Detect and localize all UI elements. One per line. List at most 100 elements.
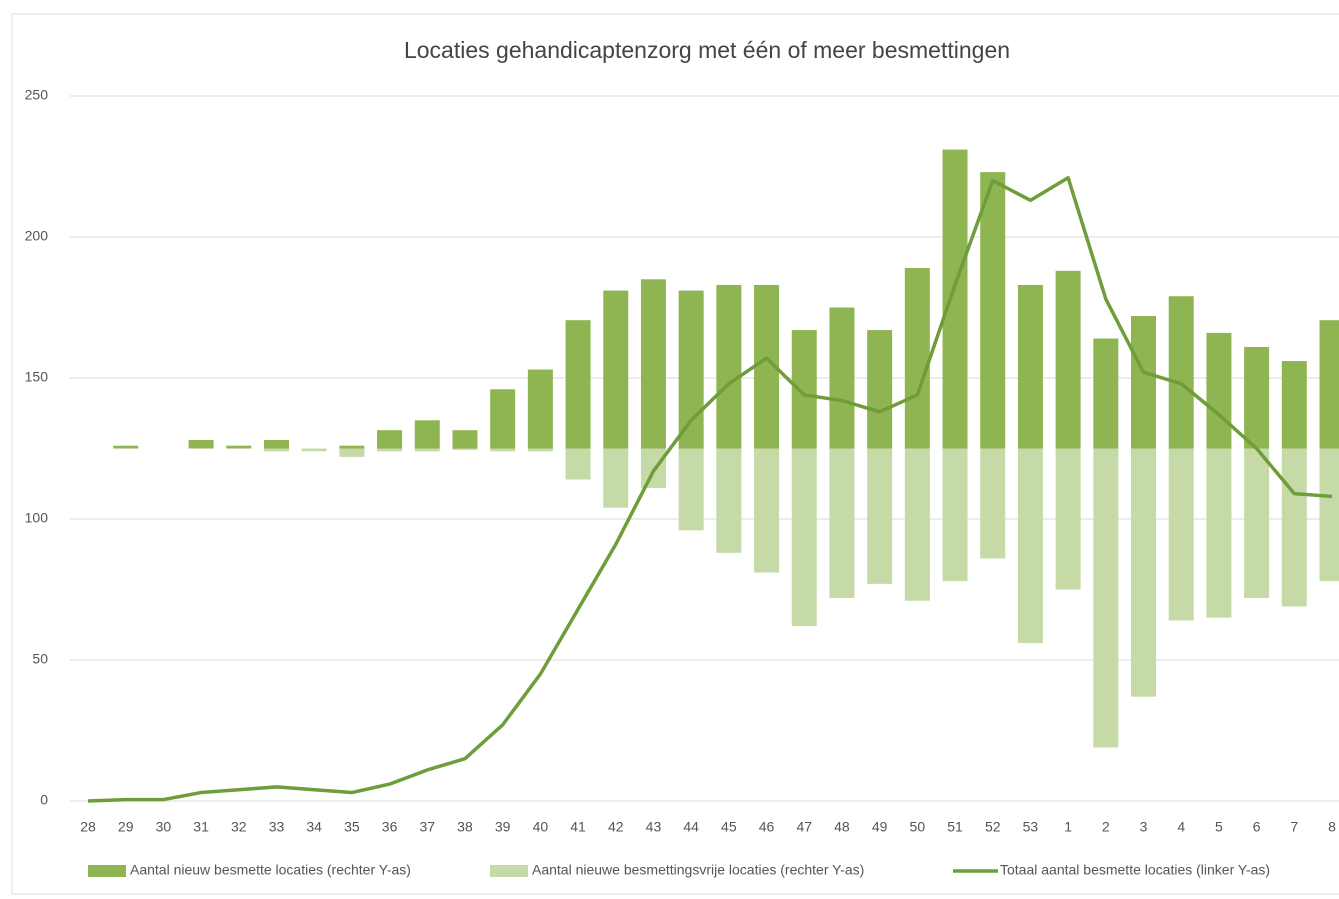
x-tick-label: 2 [1102, 819, 1110, 835]
bar [754, 448, 780, 573]
bar [829, 448, 855, 598]
x-tick-label: 8 [1328, 819, 1336, 835]
x-tick-label: 43 [646, 819, 662, 835]
x-tick-label: 42 [608, 819, 624, 835]
line [87, 176, 1333, 803]
bar [565, 320, 591, 449]
bar [1206, 332, 1232, 449]
x-tick-label: 53 [1023, 819, 1039, 835]
y-tick-label: 0 [40, 792, 48, 808]
bar [603, 448, 629, 508]
bar [640, 279, 666, 449]
bar [867, 448, 893, 584]
x-tick-label: 1 [1064, 819, 1072, 835]
bar [867, 330, 893, 449]
bar [1281, 448, 1307, 607]
x-tick-label: 50 [910, 819, 926, 835]
chart-frame [11, 13, 1339, 895]
bar [1131, 315, 1157, 449]
x-tick-label: 34 [306, 819, 322, 835]
bar [791, 330, 817, 449]
bar [1319, 448, 1339, 582]
bar [1319, 320, 1339, 449]
x-tick-label: 40 [533, 819, 549, 835]
bar [377, 430, 403, 449]
x-tick-label: 46 [759, 819, 775, 835]
bar [490, 448, 516, 452]
bar [1281, 361, 1307, 449]
bar [1206, 448, 1232, 618]
bar [1093, 338, 1119, 449]
x-tick-label: 51 [947, 819, 963, 835]
legend-label: Aantal nieuwe besmettingsvrije locaties … [532, 862, 864, 878]
x-tick-label: 6 [1253, 819, 1261, 835]
bar [1168, 296, 1194, 449]
y-tick-label: 200 [25, 228, 49, 244]
bar [339, 448, 365, 457]
bar [452, 448, 478, 450]
bar [339, 445, 365, 449]
bar [980, 172, 1006, 449]
bar [829, 307, 855, 449]
bar [1244, 346, 1270, 449]
bar [1244, 448, 1270, 598]
x-tick-label: 44 [683, 819, 699, 835]
x-tick-label: 5 [1215, 819, 1223, 835]
x-tick-label: 29 [118, 819, 134, 835]
chart-title: Locaties gehandicaptenzorg met één of me… [404, 37, 1010, 63]
legend-label: Aantal nieuw besmette locaties (rechter … [130, 862, 411, 878]
bar [678, 290, 704, 449]
bar [716, 448, 742, 553]
bar [263, 448, 289, 452]
x-tick-label: 7 [1290, 819, 1298, 835]
x-tick-label: 38 [457, 819, 473, 835]
bar [603, 290, 629, 449]
bar [490, 389, 516, 449]
x-tick-label: 48 [834, 819, 850, 835]
bar [113, 445, 139, 449]
bar [188, 440, 214, 449]
x-tick-label: 28 [80, 819, 96, 835]
y-tick-label: 150 [25, 369, 49, 385]
legend-swatch [88, 865, 126, 877]
bar [716, 284, 742, 449]
bar [678, 448, 704, 531]
x-tick-label: 4 [1177, 819, 1185, 835]
bar [980, 448, 1006, 559]
x-tick-label: 49 [872, 819, 888, 835]
bar [377, 448, 403, 452]
y-tick-label: 250 [25, 87, 49, 103]
bar [942, 149, 968, 449]
bar [1055, 448, 1081, 590]
x-tick-label: 45 [721, 819, 737, 835]
bar [1093, 448, 1119, 748]
bar [414, 420, 440, 449]
bar [301, 448, 327, 452]
y-tick-label: 50 [32, 651, 48, 667]
x-tick-label: 47 [796, 819, 812, 835]
x-tick-label: 35 [344, 819, 360, 835]
x-tick-label: 52 [985, 819, 1001, 835]
bar [263, 440, 289, 449]
bar [452, 430, 478, 449]
bar [527, 448, 553, 452]
bar [414, 448, 440, 452]
bar [1017, 448, 1043, 644]
x-tick-label: 33 [269, 819, 285, 835]
bar [1055, 270, 1081, 449]
bar [791, 448, 817, 627]
bar [565, 448, 591, 480]
legend-label: Totaal aantal besmette locaties (linker … [1000, 862, 1270, 878]
bar [1168, 448, 1194, 621]
x-tick-label: 41 [570, 819, 586, 835]
legend-swatch [490, 865, 528, 877]
y-tick-label: 100 [25, 510, 49, 526]
x-tick-label: 32 [231, 819, 247, 835]
bar [942, 448, 968, 582]
bar [1017, 284, 1043, 449]
x-tick-label: 39 [495, 819, 511, 835]
x-tick-label: 30 [156, 819, 172, 835]
bar [904, 268, 930, 449]
bar [904, 448, 930, 601]
